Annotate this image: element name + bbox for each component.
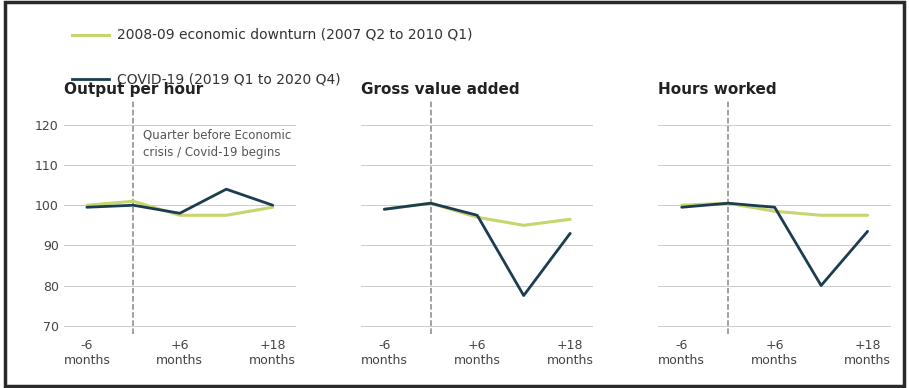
Text: COVID-19 (2019 Q1 to 2020 Q4): COVID-19 (2019 Q1 to 2020 Q4)	[117, 72, 341, 86]
Text: Output per hour: Output per hour	[64, 82, 203, 97]
Text: 2008-09 economic downturn (2007 Q2 to 2010 Q1): 2008-09 economic downturn (2007 Q2 to 20…	[117, 28, 473, 42]
Text: Gross value added: Gross value added	[361, 82, 520, 97]
Text: Quarter before Economic
crisis / Covid-19 begins: Quarter before Economic crisis / Covid-1…	[143, 129, 291, 159]
Text: Hours worked: Hours worked	[658, 82, 777, 97]
